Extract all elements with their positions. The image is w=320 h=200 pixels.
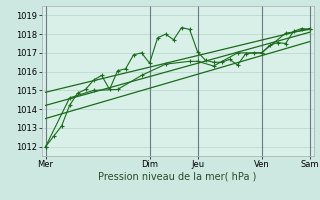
X-axis label: Pression niveau de la mer( hPa ): Pression niveau de la mer( hPa )	[99, 172, 257, 182]
